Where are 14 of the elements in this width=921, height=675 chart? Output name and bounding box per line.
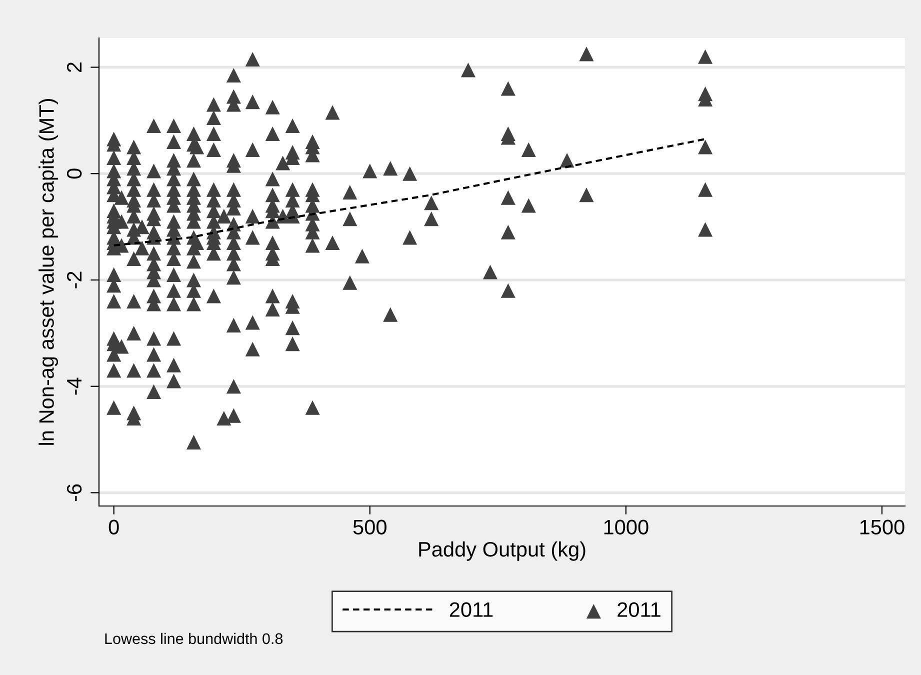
legend-label: 2011 bbox=[450, 602, 493, 618]
x-tick-label: 1500 bbox=[860, 520, 904, 534]
text: Lowess line bundwidth 0.8 bbox=[105, 632, 283, 644]
x-tick-label: 0 bbox=[108, 520, 119, 534]
y-tick-label: 0 bbox=[66, 168, 82, 179]
y-tick-label: -6 bbox=[66, 484, 82, 502]
y-axis-title: ln Non-ag asset value per capita (MT) bbox=[38, 99, 58, 445]
y-tick-label: -4 bbox=[67, 378, 82, 395]
x-tick-label: 500 bbox=[353, 520, 386, 534]
legend-label: 2011 bbox=[618, 602, 660, 618]
x-axis-title: Paddy Output (kg) bbox=[419, 541, 586, 561]
x-tick-label: 1000 bbox=[604, 520, 648, 534]
y-tick-label: 2 bbox=[66, 62, 82, 72]
y-tick-label: -2 bbox=[66, 272, 82, 288]
